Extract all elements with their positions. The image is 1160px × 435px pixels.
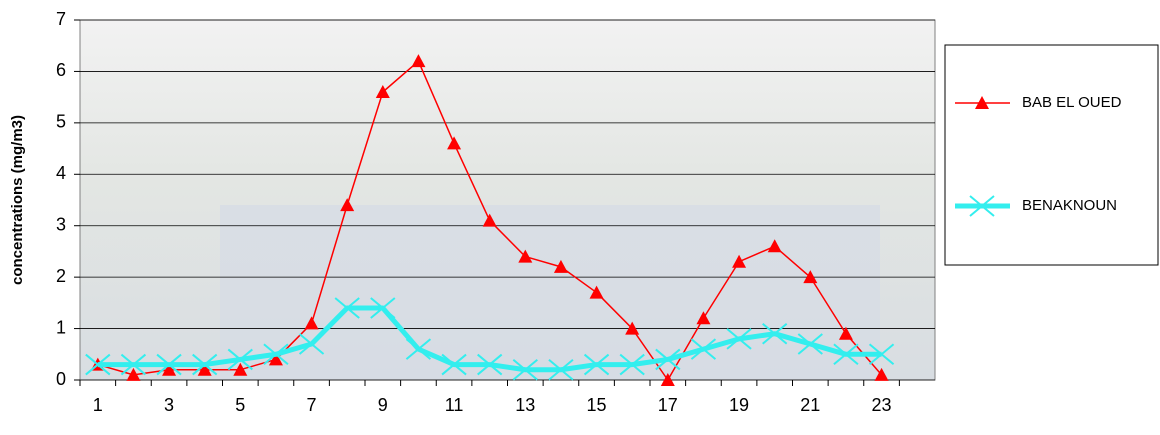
data-point xyxy=(762,322,788,345)
data-point xyxy=(482,213,497,227)
data-point xyxy=(619,353,645,376)
legend xyxy=(944,44,1159,266)
legend-label: BAB EL OUED xyxy=(1022,94,1122,111)
y-tick-label: 1 xyxy=(56,317,66,337)
data-point xyxy=(120,353,147,376)
data-point xyxy=(696,311,711,325)
data-point xyxy=(268,352,283,366)
data-point xyxy=(334,297,360,319)
data-point xyxy=(375,85,390,98)
y-axis-label: concentrations (mg/m3) xyxy=(9,115,26,285)
legend-marker xyxy=(969,195,995,217)
data-point xyxy=(405,338,432,360)
x-tick-label: 9 xyxy=(378,395,388,415)
data-point xyxy=(370,297,396,319)
data-point xyxy=(162,362,177,376)
data-point xyxy=(411,54,426,68)
y-tick-label: 2 xyxy=(56,266,66,286)
data-point xyxy=(192,353,218,376)
data-point xyxy=(512,358,538,381)
data-point xyxy=(797,333,823,355)
data-point xyxy=(85,353,111,376)
data-point xyxy=(447,136,462,150)
data-point xyxy=(767,239,782,253)
x-tick-label: 3 xyxy=(164,395,174,415)
data-point xyxy=(655,348,681,371)
data-point xyxy=(732,254,747,268)
data-point xyxy=(803,270,818,284)
x-tick-label: 11 xyxy=(445,395,464,415)
data-point xyxy=(726,328,752,350)
y-tick-label: 4 xyxy=(56,163,66,183)
x-tick-label: 23 xyxy=(872,395,892,415)
data-point xyxy=(298,333,325,355)
data-point xyxy=(553,259,568,273)
data-point xyxy=(441,353,467,376)
legend-marker xyxy=(975,96,989,109)
y-tick-label: 7 xyxy=(56,9,66,29)
data-point xyxy=(589,285,604,299)
data-point xyxy=(838,326,853,340)
data-point xyxy=(126,367,141,381)
x-tick-label: 21 xyxy=(800,395,820,415)
x-tick-label: 1 xyxy=(93,395,103,415)
x-tick-label: 19 xyxy=(729,395,749,415)
data-point xyxy=(197,362,212,376)
data-point xyxy=(660,373,675,386)
data-point xyxy=(833,343,859,366)
x-tick-label: 15 xyxy=(587,395,607,415)
y-tick-label: 3 xyxy=(56,214,66,234)
data-point xyxy=(874,367,889,381)
y-tick-label: 6 xyxy=(56,60,66,80)
y-tick-label: 0 xyxy=(56,369,66,389)
data-point xyxy=(263,343,289,366)
data-point xyxy=(868,343,895,366)
data-point xyxy=(304,316,319,330)
data-point xyxy=(518,249,533,263)
legend-label: BENAKNOUN xyxy=(1022,197,1117,214)
data-point xyxy=(340,198,355,212)
x-tick-label: 5 xyxy=(235,395,245,415)
data-point xyxy=(233,362,248,376)
x-tick-label: 17 xyxy=(658,395,678,415)
data-point xyxy=(690,338,717,360)
x-tick-label: 7 xyxy=(307,395,317,415)
data-point xyxy=(477,353,503,376)
background-photo xyxy=(220,205,880,380)
y-tick-label: 5 xyxy=(56,112,66,132)
data-point xyxy=(227,348,253,371)
data-point xyxy=(625,321,640,335)
data-point xyxy=(156,353,182,376)
data-point xyxy=(548,358,574,381)
x-tick-label: 13 xyxy=(515,395,535,415)
data-point xyxy=(583,353,610,376)
